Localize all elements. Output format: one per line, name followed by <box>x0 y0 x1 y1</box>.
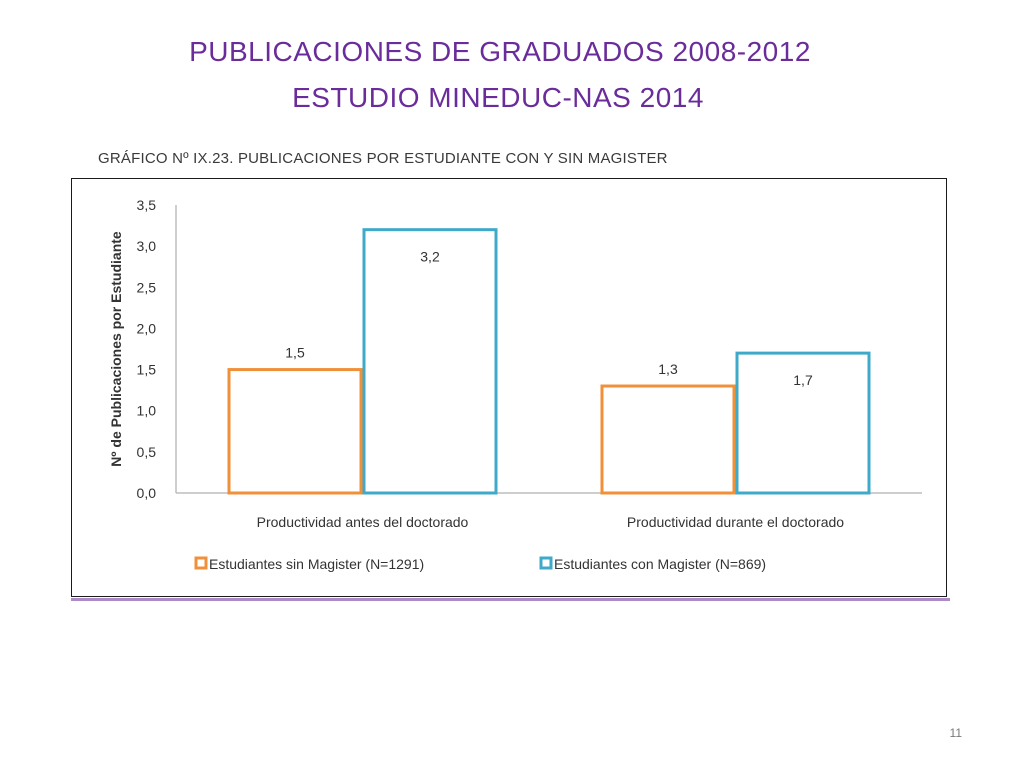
slide-title-line1: PUBLICACIONES DE GRADUADOS 2008-2012 <box>189 36 811 67</box>
y-axis-label: Nº de Publicaciones por Estudiante <box>108 231 124 467</box>
data-label: 1,3 <box>658 361 678 377</box>
x-tick-label: Productividad antes del doctorado <box>257 514 469 530</box>
data-label: 1,5 <box>285 345 305 361</box>
legend-label: Estudiantes con Magister (N=869) <box>554 556 766 572</box>
data-label: 1,7 <box>793 372 813 388</box>
bar <box>735 351 871 495</box>
page-number: 11 <box>949 726 962 740</box>
legend-swatch <box>539 556 553 570</box>
bar <box>362 228 498 495</box>
y-tick-label: 2,5 <box>137 279 157 295</box>
chart-frame <box>71 178 947 597</box>
bar <box>227 368 363 495</box>
frame-underline <box>71 598 950 601</box>
y-tick-label: 0,5 <box>137 444 157 460</box>
y-tick-label: 1,5 <box>137 362 157 378</box>
y-tick-label: 3,0 <box>137 238 157 254</box>
y-tick-label: 3,5 <box>137 197 157 213</box>
data-label: 3,2 <box>420 249 440 265</box>
chart-title: GRÁFICO Nº IX.23. PUBLICACIONES POR ESTU… <box>98 150 668 167</box>
x-tick-label: Productividad durante el doctorado <box>627 514 844 530</box>
legend-label: Estudiantes sin Magister (N=1291) <box>209 556 424 572</box>
y-tick-label: 1,0 <box>137 403 157 419</box>
slide-title-line2: ESTUDIO MINEDUC-NAS 2014 <box>292 82 704 113</box>
y-tick-label: 0,0 <box>137 485 157 501</box>
y-tick-label: 2,0 <box>137 320 157 336</box>
legend-swatch <box>194 556 208 570</box>
bar <box>600 384 736 495</box>
